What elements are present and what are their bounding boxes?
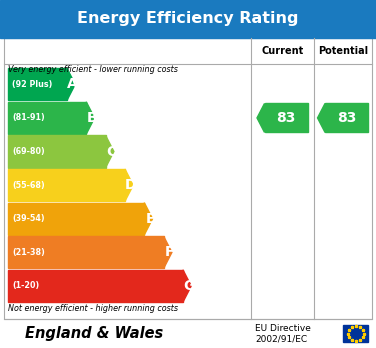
Polygon shape: [164, 236, 172, 268]
Text: 83: 83: [276, 111, 296, 125]
Polygon shape: [106, 135, 114, 168]
Polygon shape: [125, 169, 133, 201]
Text: Not energy efficient - higher running costs: Not energy efficient - higher running co…: [8, 304, 177, 313]
Bar: [8, 270, 183, 302]
Polygon shape: [67, 68, 75, 101]
Text: B: B: [87, 111, 97, 125]
Polygon shape: [257, 103, 265, 133]
Text: F: F: [165, 245, 174, 259]
Bar: [343, 325, 368, 342]
Bar: [8, 68, 67, 101]
Bar: [4, 38, 372, 319]
Bar: [8, 236, 164, 268]
Text: 83: 83: [337, 111, 356, 125]
Text: (81-91): (81-91): [12, 113, 45, 122]
Bar: [8, 169, 125, 201]
Text: A: A: [67, 77, 78, 91]
Text: (39-54): (39-54): [12, 214, 45, 223]
Text: (21-38): (21-38): [12, 248, 45, 257]
Text: Energy Efficiency Rating: Energy Efficiency Rating: [77, 11, 299, 26]
Polygon shape: [317, 103, 325, 133]
Bar: [8, 135, 106, 168]
Text: (1-20): (1-20): [12, 282, 39, 291]
Text: Very energy efficient - lower running costs: Very energy efficient - lower running co…: [8, 65, 177, 74]
Polygon shape: [144, 203, 153, 235]
Bar: [265, 103, 308, 133]
Bar: [8, 102, 86, 134]
Text: Potential: Potential: [318, 46, 368, 56]
Text: Current: Current: [261, 46, 303, 56]
Text: EU Directive: EU Directive: [255, 324, 311, 333]
Text: England & Wales: England & Wales: [25, 326, 163, 341]
Polygon shape: [86, 102, 94, 134]
Bar: [0, 0, 376, 38]
Bar: [8, 203, 144, 235]
Text: G: G: [183, 279, 194, 293]
Text: (92 Plus): (92 Plus): [12, 80, 52, 89]
Text: 2002/91/EC: 2002/91/EC: [255, 335, 307, 344]
Text: C: C: [106, 144, 117, 159]
Text: (69-80): (69-80): [12, 147, 45, 156]
Text: E: E: [146, 212, 155, 226]
Text: D: D: [125, 178, 136, 192]
Bar: [325, 103, 368, 133]
Text: (55-68): (55-68): [12, 181, 45, 190]
Polygon shape: [183, 270, 191, 302]
